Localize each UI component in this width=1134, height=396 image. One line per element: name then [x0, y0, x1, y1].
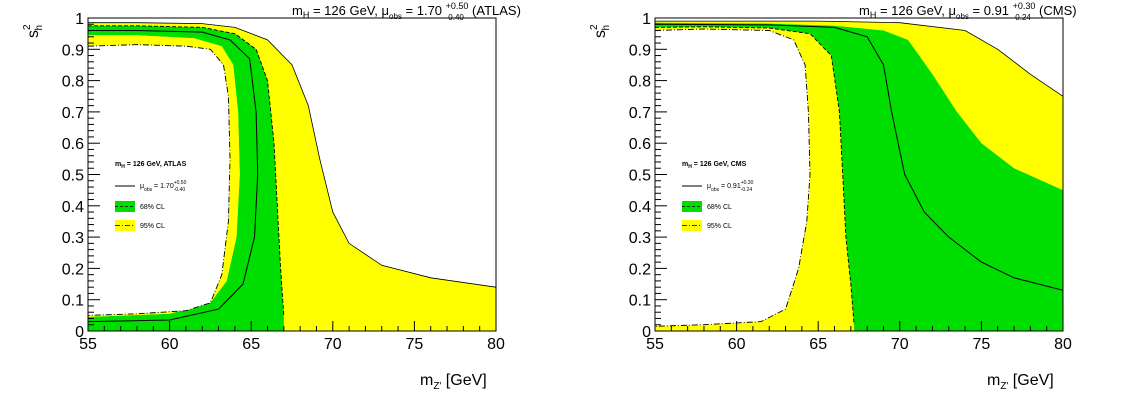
y-tick-label: 0.6	[62, 136, 84, 153]
y-axis-label: s2h	[589, 24, 612, 38]
plot-area	[88, 18, 496, 331]
x-axis: 55 60 65 70 75 80	[79, 321, 505, 353]
y-tick-label: 0	[642, 324, 651, 341]
y-tick-label: 1	[75, 11, 84, 28]
curve-central	[655, 23, 1063, 291]
y-tick-label: 0.9	[629, 42, 651, 59]
band-95cl-inner	[88, 35, 240, 317]
x-tick-label: 65	[809, 336, 827, 353]
y-tick-label: 0.7	[629, 105, 651, 122]
y-axis: 0 0.1 0.2 0.3 0.4 0.5 0.6 0.7 0.8 0.9 1	[62, 11, 100, 341]
y-tick-label: 0.3	[62, 230, 84, 247]
y-tick-label: 0.4	[629, 199, 651, 216]
y-axis: 0 0.1 0.2 0.3 0.4 0.5 0.6 0.7 0.8 0.9 1	[629, 11, 667, 341]
x-tick-label: 80	[487, 336, 505, 353]
chart-title-err-down: -0.24	[1013, 13, 1032, 22]
y-tick-label: 0.2	[62, 261, 84, 278]
y-tick-label: 0.7	[62, 105, 84, 122]
chart-panel-cms: 55 60 65 70 75 80 0 0.1 0.2 0.3 0.4 0.5 0.6 0.7 0.8 0.9…	[567, 0, 1134, 396]
legend-label-95cl: 95% CL	[140, 223, 165, 230]
chart-title-text: mH = 126 GeV, μobs = 1.70 +0.50 (ATLAS)	[292, 1, 521, 21]
legend-label-obs: μobs = 0.91+0.30	[707, 180, 754, 193]
y-tick-label: 1	[642, 11, 651, 28]
curve-central	[88, 30, 259, 323]
legend-label-68cl: 68% CL	[140, 204, 165, 211]
x-axis: 55 60 65 70 75 80	[646, 321, 1072, 353]
y-tick-label: 0.4	[62, 199, 84, 216]
y-tick-label: 0.1	[629, 293, 651, 310]
excluded-region	[88, 44, 230, 316]
x-tick-label: 60	[728, 336, 746, 353]
chart-atlas: 55 60 65 70 75 80 0 0.1 0.2 0.3 0.4 0.5 0.6 0.7 0.8 0.9…	[22, 1, 521, 392]
legend-label-obs-down: -0.24	[741, 187, 753, 193]
legend-header: mH = 126 GeV, ATLAS	[115, 161, 187, 170]
x-tick-label: 55	[646, 336, 664, 353]
curve-68cl	[655, 26, 855, 325]
chart-title: mH = 126 GeV, μobs = 1.70 +0.50 (ATLAS)-…	[292, 1, 521, 22]
curve-95cl	[88, 44, 231, 316]
contour-95cl-outer	[655, 20, 1063, 97]
x-tick-label: 75	[973, 336, 991, 353]
band-95cl-inner	[655, 26, 855, 331]
y-tick-label: 0.8	[62, 74, 84, 91]
x-tick-label: 80	[1054, 336, 1072, 353]
x-axis-label: mZ' [GeV]	[987, 372, 1054, 392]
contour-95cl-outer	[88, 22, 496, 288]
chart-title-err-down: -0.40	[446, 13, 465, 22]
legend-label-obs-down: -0.40	[174, 187, 186, 193]
band-68cl	[88, 25, 284, 331]
chart-panel-atlas: 55 60 65 70 75 80 0 0.1 0.2 0.3 0.4 0.5 0.6 0.7 0.8 0.9…	[22, 1, 521, 392]
plot-area	[655, 18, 1063, 331]
excluded-region	[655, 29, 810, 327]
y-tick-label: 0.3	[629, 230, 651, 247]
x-tick-label: 65	[242, 336, 260, 353]
band-68cl	[655, 22, 1063, 331]
chart-title: mH = 126 GeV, μobs = 0.91 +0.30 (CMS)-0.…	[859, 1, 1077, 22]
x-tick-label: 55	[79, 336, 97, 353]
curve-95cl	[655, 28, 811, 327]
y-tick-label: 0.5	[62, 168, 84, 185]
x-axis-label: mZ' [GeV]	[420, 372, 487, 392]
chart-title-text: mH = 126 GeV, μobs = 0.91 +0.30 (CMS)	[859, 1, 1077, 21]
legend: mH = 126 GeV, CMS μobs = 0.91+0.30-0.24 68…	[682, 161, 754, 231]
curve-68cl	[88, 25, 285, 316]
y-tick-label: 0.5	[629, 168, 651, 185]
y-tick-label: 0.9	[62, 42, 84, 59]
x-tick-label: 70	[891, 336, 909, 353]
x-tick-label: 75	[406, 336, 424, 353]
legend-header: mH = 126 GeV, CMS	[682, 161, 747, 170]
x-tick-label: 70	[324, 336, 342, 353]
y-tick-label: 0.1	[62, 293, 84, 310]
x-tick-label: 60	[161, 336, 179, 353]
legend-label-68cl: 68% CL	[707, 204, 732, 211]
y-tick-label: 0.8	[629, 74, 651, 91]
legend-label-obs: μobs = 1.70+0.50	[140, 180, 187, 193]
legend-label-95cl: 95% CL	[707, 223, 732, 230]
chart-cms: 55 60 65 70 75 80 0 0.1 0.2 0.3 0.4 0.5 0.6 0.7 0.8 0.9…	[589, 1, 1077, 392]
band-95cl	[88, 22, 496, 331]
legend: mH = 126 GeV, ATLAS μobs = 1.70+0.50-0.40…	[115, 161, 187, 231]
y-tick-label: 0	[75, 324, 84, 341]
y-axis-label: s2h	[22, 24, 45, 38]
y-tick-label: 0.6	[629, 136, 651, 153]
y-tick-label: 0.2	[629, 261, 651, 278]
